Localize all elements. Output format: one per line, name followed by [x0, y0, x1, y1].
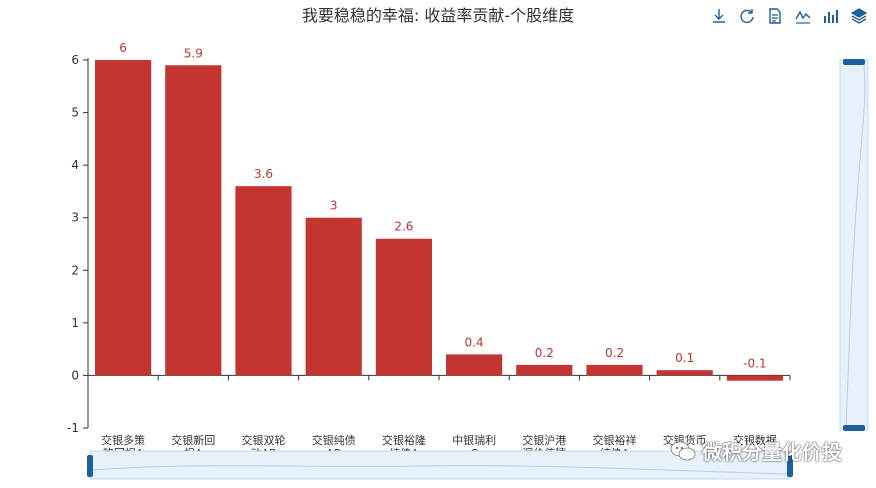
bar-value-labels: 6 5.9 3.6 3 2.6 0.4 0.2 0.2 0.1 -0.1	[119, 41, 766, 370]
y-tick-label: 0	[71, 368, 79, 382]
bar[interactable]	[446, 354, 503, 376]
bar-value-label: -0.1	[743, 356, 766, 370]
bar-value-label: 0.2	[535, 346, 554, 360]
y-tick-label: -1	[67, 421, 79, 435]
watermark: 微积分量化价投	[670, 436, 842, 465]
y-tick-label: 4	[71, 158, 79, 172]
bar[interactable]	[726, 375, 783, 381]
bar-value-label: 0.4	[465, 335, 484, 349]
watermark-text: 微积分量化价投	[702, 440, 842, 464]
data-view-icon[interactable]	[764, 6, 786, 26]
wechat-icon	[670, 441, 696, 460]
chart-title: 我要稳稳的幸福: 收益率贡献-个股维度	[301, 6, 575, 25]
bar-value-label: 6	[119, 41, 127, 55]
chart-toolbox	[708, 6, 870, 26]
y-tick-label: 2	[71, 263, 79, 277]
y-datazoom-slider[interactable]	[839, 59, 869, 431]
bar-value-label: 5.9	[184, 46, 203, 60]
x-zoom-track[interactable]	[89, 450, 791, 480]
bar[interactable]	[165, 65, 222, 376]
y-zoom-handle[interactable]	[843, 425, 865, 431]
y-zoom-preview	[845, 61, 866, 429]
bar-value-label: 2.6	[394, 220, 413, 234]
bar-chart-icon[interactable]	[820, 6, 842, 26]
x-datazoom-slider[interactable]	[87, 450, 793, 480]
bar[interactable]	[235, 186, 292, 376]
bar[interactable]	[375, 238, 432, 376]
bar[interactable]	[305, 217, 362, 376]
bar[interactable]	[586, 364, 643, 376]
y-tick-label: 1	[71, 316, 79, 330]
bar[interactable]	[516, 364, 573, 376]
y-tick-label: 5	[71, 106, 79, 120]
refresh-icon[interactable]	[736, 6, 758, 26]
bar-value-label: 3	[330, 199, 338, 213]
download-icon[interactable]	[708, 6, 730, 26]
bar-series	[95, 60, 783, 381]
y-zoom-handle[interactable]	[843, 59, 865, 65]
y-axis: -1 0 1 2 3 4 5 6	[67, 53, 89, 435]
y-tick-label: 3	[71, 211, 79, 225]
bar[interactable]	[95, 60, 152, 376]
line-chart-icon[interactable]	[792, 6, 814, 26]
y-tick-label: 6	[71, 53, 79, 67]
x-zoom-handle[interactable]	[787, 455, 793, 477]
bar-value-label: 3.6	[254, 167, 273, 181]
stack-icon[interactable]	[848, 6, 870, 26]
x-zoom-preview	[91, 465, 789, 475]
x-zoom-handle[interactable]	[87, 455, 93, 477]
bar[interactable]	[656, 370, 713, 376]
bar-value-label: 0.2	[605, 346, 624, 360]
bar-value-label: 0.1	[675, 351, 694, 365]
x-tick-label: 交银数据	[733, 433, 777, 447]
